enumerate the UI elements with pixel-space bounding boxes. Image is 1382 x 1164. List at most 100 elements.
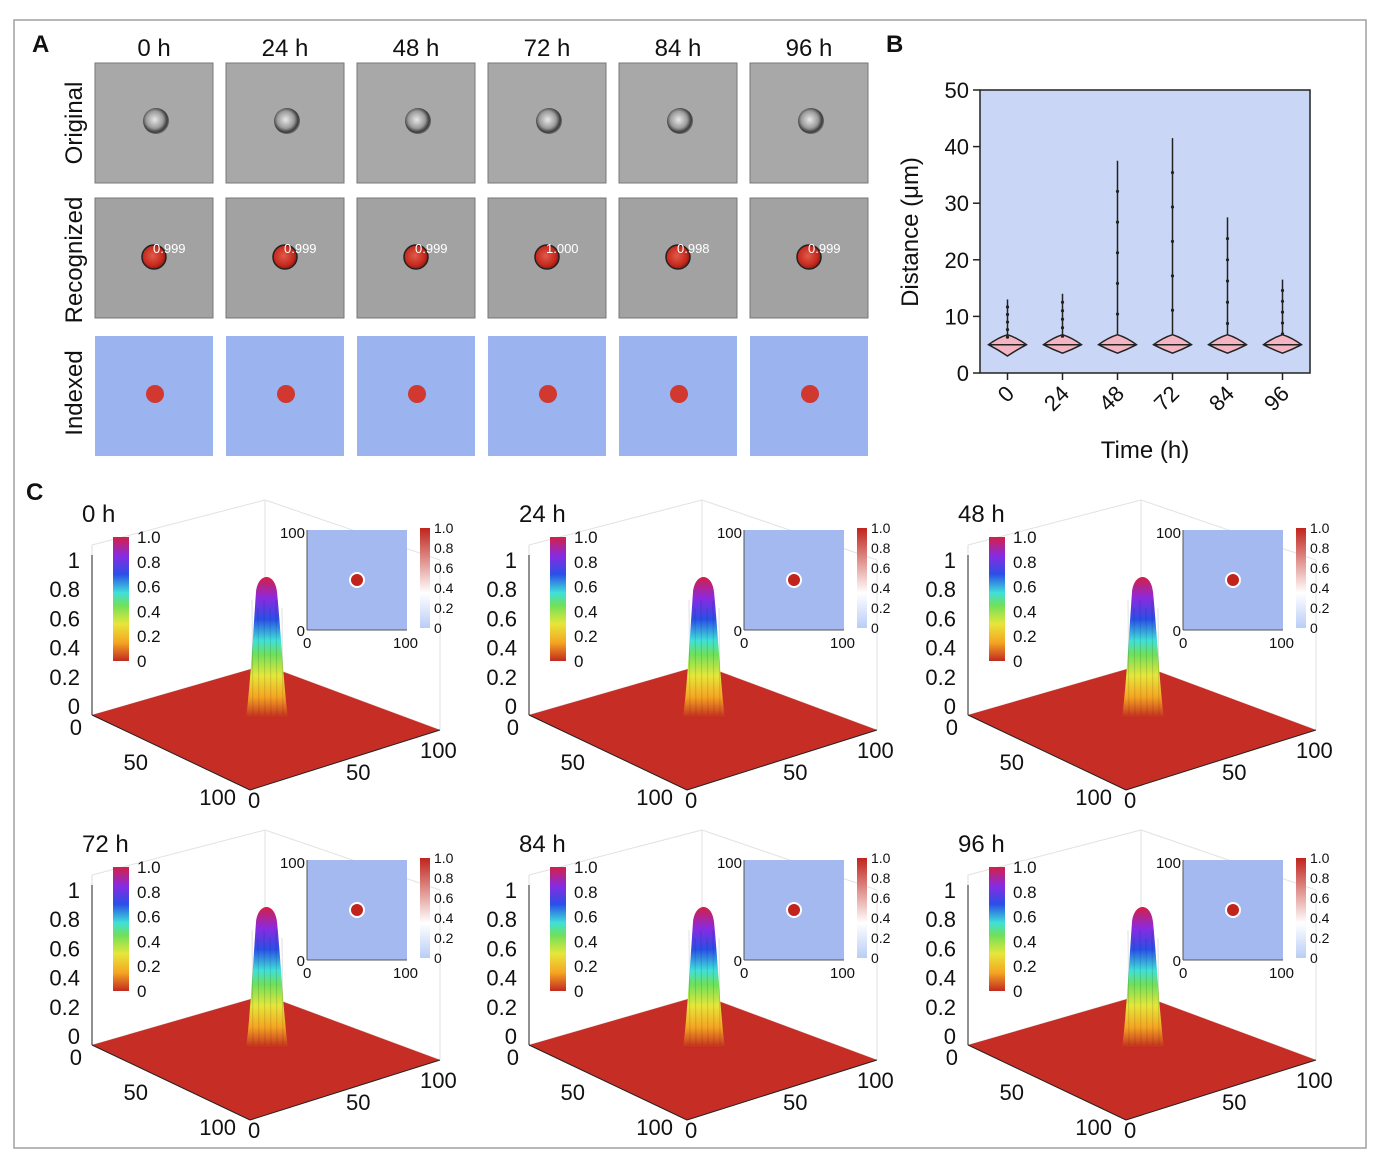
surface-floor xyxy=(92,995,440,1120)
y-tick-label: 100 xyxy=(857,1068,894,1093)
surface-mesh-line xyxy=(1139,929,1142,1046)
plot-title: 84 h xyxy=(519,831,566,858)
data-point xyxy=(1115,312,1120,316)
z-tick-label: 1 xyxy=(505,878,517,903)
surface-peak xyxy=(1122,577,1164,718)
x-tick-label: 0 xyxy=(70,1045,82,1070)
data-point xyxy=(1170,308,1175,312)
inset-colorbar-tick: 0 xyxy=(1310,620,1318,636)
inset-colorbar xyxy=(420,858,430,958)
surface-peak xyxy=(246,907,288,1048)
y-tick-label: 100 xyxy=(1296,1068,1333,1093)
time-label: 0 h xyxy=(137,35,170,62)
y-tick-label: 100 xyxy=(857,738,894,763)
x-tick-label: 100 xyxy=(199,785,236,810)
surface-mesh-line xyxy=(1139,599,1142,716)
inset-y-tick: 100 xyxy=(717,525,742,542)
data-point xyxy=(1225,300,1230,304)
y-tick-label: 100 xyxy=(420,1068,457,1093)
surface-mesh-line xyxy=(718,937,721,1046)
data-point xyxy=(1225,321,1230,326)
surface-peak xyxy=(683,907,725,1048)
time-label: 96 h xyxy=(786,35,833,62)
y-tick-label: 0 xyxy=(685,788,697,813)
inset-colorbar-tick: 0.4 xyxy=(1310,910,1330,926)
surface-mesh-line xyxy=(263,599,266,716)
surface-mesh-line xyxy=(712,599,715,716)
z-tick-label: 0.4 xyxy=(486,966,517,991)
surface-plot: 84 h 0 0.2 0.4 0.6 0.8 1 0 50 100 0 50 100 1.0 0.8 0.6 0… xyxy=(486,829,894,1143)
colorbar xyxy=(550,867,566,991)
inset-cell xyxy=(351,574,363,586)
x-tick-label: 50 xyxy=(1000,750,1024,775)
inset-colorbar-tick: 0.8 xyxy=(871,870,891,886)
z-tick-label: 0.6 xyxy=(49,606,80,631)
colorbar-tick-label: 0.2 xyxy=(1013,957,1037,976)
inset-colorbar-tick: 0.2 xyxy=(871,930,891,946)
z-tick-label: 0.2 xyxy=(49,995,80,1020)
colorbar-tick-label: 0.4 xyxy=(574,932,598,951)
colorbar xyxy=(113,537,129,661)
colorbar xyxy=(550,537,566,661)
surface-floor xyxy=(92,665,440,790)
inset-y-tick: 0 xyxy=(297,953,305,970)
colorbar-tick-label: 0.4 xyxy=(1013,602,1037,621)
inset-colorbar-tick: 0.2 xyxy=(1310,930,1330,946)
x-tick-label: 96 xyxy=(1259,381,1294,416)
inset-colorbar xyxy=(857,528,867,628)
colorbar-tick-label: 0.2 xyxy=(574,627,598,646)
y-tick-label: 0 xyxy=(248,1118,260,1143)
surface-mesh-line xyxy=(263,929,266,1046)
z-tick-label: 0.4 xyxy=(925,966,956,991)
y-tick-label: 0 xyxy=(1124,788,1136,813)
surface-mesh-line xyxy=(706,607,709,716)
colorbar-tick-label: 0.6 xyxy=(1013,908,1037,927)
y-tick-label: 50 xyxy=(346,1090,370,1115)
indexed-cell xyxy=(146,385,164,403)
colorbar-tick-label: 1.0 xyxy=(137,858,161,877)
data-point xyxy=(1115,281,1120,285)
inset-colorbar-tick: 1.0 xyxy=(434,850,454,866)
data-point xyxy=(1060,326,1065,330)
colorbar-tick-label: 0.2 xyxy=(574,957,598,976)
colorbar-tick-label: 0 xyxy=(574,982,583,1001)
inset-x-tick: 100 xyxy=(1269,965,1294,982)
original-micrograph xyxy=(94,62,214,184)
z-tick-label: 0.2 xyxy=(49,665,80,690)
inset-colorbar xyxy=(420,528,430,628)
z-tick-label: 0.4 xyxy=(49,636,80,661)
x-tick-label: 100 xyxy=(636,785,673,810)
inset-cell xyxy=(788,574,800,586)
data-point xyxy=(1005,320,1010,324)
y-tick-label: 10 xyxy=(945,304,969,329)
cell-image xyxy=(667,108,693,134)
panel-label-b: B xyxy=(886,31,903,58)
y-axis-line xyxy=(686,1059,878,1121)
inset-colorbar-tick: 0.2 xyxy=(434,930,454,946)
z-tick-label: 0.6 xyxy=(486,936,517,961)
row-label-recognized: Recognized xyxy=(61,197,88,324)
z-tick-label: 0.8 xyxy=(49,907,80,932)
colorbar-tick-label: 1.0 xyxy=(574,528,598,547)
row-label-original: Original xyxy=(61,82,88,165)
inset-colorbar-tick: 0.6 xyxy=(871,560,891,576)
inset-x-tick: 0 xyxy=(303,635,311,652)
inset-y-tick: 100 xyxy=(1156,525,1181,542)
inset-colorbar xyxy=(857,858,867,958)
recognized-cell-mask xyxy=(534,244,560,270)
x-tick-label: 50 xyxy=(1000,1080,1024,1105)
surface-mesh-line xyxy=(700,929,703,1046)
data-point xyxy=(1170,205,1175,209)
y-tick-label: 100 xyxy=(420,738,457,763)
x-tick-label: 24 xyxy=(1039,381,1074,416)
cell-image xyxy=(143,108,169,134)
x-tick-label: 72 xyxy=(1149,381,1184,416)
inset-y-tick: 100 xyxy=(280,855,305,872)
colorbar-tick-label: 0 xyxy=(574,652,583,671)
surface-peak xyxy=(1122,907,1164,1048)
data-point xyxy=(1115,251,1120,255)
z-tick-label: 0 xyxy=(68,694,80,719)
colorbar-tick-label: 1.0 xyxy=(137,528,161,547)
colorbar-tick-label: 1.0 xyxy=(574,858,598,877)
recognized-cell-mask xyxy=(141,244,167,270)
